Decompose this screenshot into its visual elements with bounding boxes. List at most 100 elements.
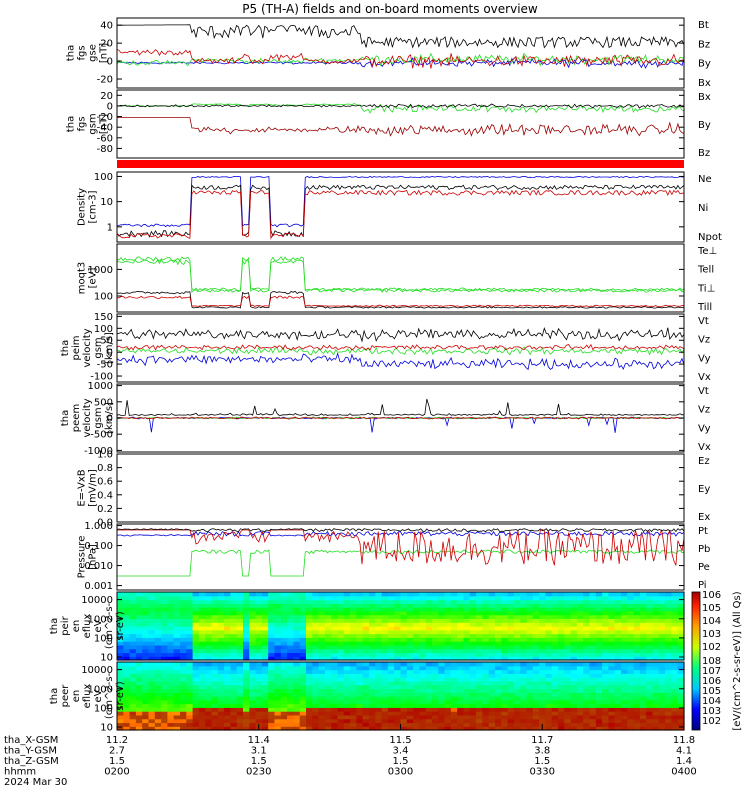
- heatmap-cell: [274, 673, 282, 678]
- heatmap-cell: [457, 633, 465, 638]
- heatmap-cell: [413, 633, 420, 638]
- heatmap-cell: [117, 603, 124, 608]
- heatmap-cell: [652, 726, 660, 731]
- heatmap-cell: [299, 622, 307, 627]
- heatmap-cell: [123, 673, 131, 678]
- heatmap-cell: [154, 603, 162, 608]
- heatmap-cell: [324, 603, 332, 608]
- heatmap-cell: [161, 711, 168, 716]
- heatmap-cell: [627, 711, 635, 716]
- heatmap-cell: [268, 641, 276, 646]
- heatmap-cell: [425, 633, 433, 638]
- heatmap-cell: [608, 622, 616, 627]
- heatmap-cell: [551, 680, 559, 686]
- x-row-label: hhmm: [4, 767, 36, 778]
- heatmap-cell: [324, 633, 332, 638]
- heatmap-cell: [539, 626, 546, 631]
- heatmap-cell: [614, 673, 622, 678]
- heatmap-cell: [482, 592, 490, 597]
- heatmap-cell: [419, 669, 427, 674]
- heatmap-cell: [167, 595, 175, 601]
- heatmap-cell: [261, 669, 269, 674]
- heatmap-cell: [287, 607, 294, 612]
- heatmap-cell: [545, 603, 553, 608]
- heatmap-cell: [646, 722, 654, 727]
- heatmap-cell: [608, 711, 616, 716]
- heatmap-cell: [665, 677, 672, 682]
- heatmap-cell: [312, 603, 320, 608]
- heatmap-cell: [129, 607, 137, 612]
- heatmap-cell: [243, 669, 250, 674]
- heatmap-cell: [123, 699, 131, 705]
- heatmap-cell: [589, 592, 597, 597]
- heatmap-cell: [198, 610, 206, 616]
- heatmap-cell: [381, 703, 389, 708]
- heatmap-cell: [343, 599, 351, 604]
- heatmap-cell: [135, 644, 143, 650]
- heatmap-cell: [406, 599, 414, 604]
- heatmap-cell: [595, 644, 603, 650]
- heatmap-cell: [249, 662, 257, 667]
- heatmap-cell: [375, 707, 383, 712]
- heatmap-cell: [161, 703, 168, 708]
- heatmap-cell: [463, 618, 471, 623]
- heatmap-cell: [419, 618, 427, 623]
- heatmap-cell: [186, 677, 194, 682]
- heatmap-cell: [180, 607, 187, 612]
- heatmap-cell: [312, 648, 320, 654]
- heatmap-cell: [444, 648, 452, 654]
- heatmap-cell: [419, 726, 427, 731]
- heatmap-cell: [161, 662, 168, 667]
- heatmap-cell: [293, 633, 301, 638]
- heatmap-cell: [457, 637, 465, 642]
- heatmap-cell: [142, 603, 150, 608]
- heatmap-cell: [671, 626, 679, 631]
- heatmap-cell: [249, 669, 257, 674]
- heatmap-cell: [142, 626, 150, 631]
- heatmap-cell: [230, 711, 238, 716]
- heatmap-cell: [658, 603, 666, 608]
- heatmap-cell: [211, 626, 219, 631]
- heatmap-cell: [375, 665, 383, 671]
- heatmap-cell: [205, 652, 213, 657]
- heatmap-cell: [545, 711, 553, 716]
- heatmap-cell: [135, 665, 143, 671]
- heatmap-cell: [261, 684, 269, 690]
- heatmap-cell: [117, 648, 124, 654]
- series-line-peim-velocity-Vt: [116, 327, 685, 343]
- heatmap-cell: [306, 633, 313, 638]
- heatmap-cell: [495, 644, 502, 650]
- heatmap-cell: [356, 688, 364, 693]
- heatmap-cell: [198, 718, 206, 724]
- heatmap-cell: [161, 714, 168, 720]
- heatmap-cell: [306, 599, 313, 604]
- heatmap-cell: [539, 648, 546, 654]
- heatmap-cell: [192, 692, 200, 697]
- heatmap-cell: [595, 707, 603, 712]
- heatmap-cell: [148, 629, 156, 635]
- heatmap-cell: [312, 711, 320, 716]
- heatmap-cell: [463, 629, 471, 635]
- heatmap-cell: [129, 726, 137, 731]
- heatmap-cell: [425, 648, 433, 654]
- heatmap-cell: [438, 629, 446, 635]
- heatmap-cell: [261, 595, 269, 601]
- heatmap-cell: [513, 665, 521, 671]
- heatmap-cell: [665, 618, 672, 623]
- heatmap-cell: [425, 722, 433, 727]
- heatmap-cell: [671, 644, 679, 650]
- heatmap-cell: [621, 641, 628, 646]
- heatmap-cell: [337, 656, 345, 661]
- heatmap-cell: [198, 648, 206, 654]
- heatmap-cell: [381, 688, 389, 693]
- heatmap-cell: [261, 714, 269, 720]
- heatmap-cell: [658, 696, 666, 701]
- heatmap-cell: [186, 607, 194, 612]
- heatmap-cell: [513, 711, 521, 716]
- heatmap-cell: [463, 680, 471, 686]
- heatmap-cell: [432, 610, 439, 616]
- heatmap-cell: [665, 669, 672, 674]
- y-tick-label: -40: [97, 123, 113, 134]
- heatmap-cell: [432, 696, 439, 701]
